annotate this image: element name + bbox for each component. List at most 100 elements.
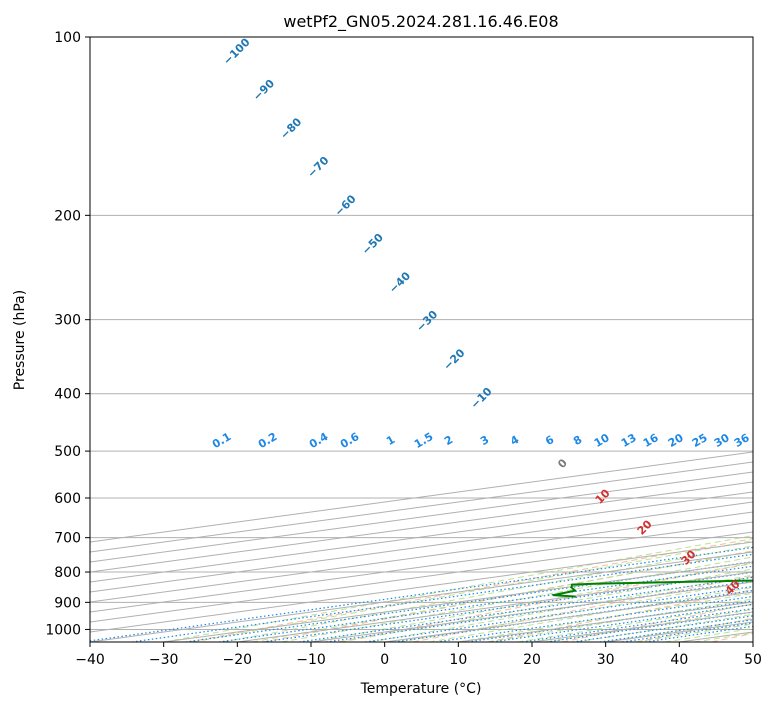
mixing-ratio-label: 36 [732,431,752,450]
mixing-ratio-line [131,553,753,642]
isotherm-label: −30 [414,308,441,335]
dry-adiabat [487,589,753,642]
dry-adiabat [562,603,753,642]
y-tick-label: 700 [54,531,81,547]
y-tick-label: 500 [54,444,81,460]
mixing-ratio-label: 0.6 [338,430,362,451]
moist-adiabat [428,586,753,642]
moist-adiabat [310,562,753,642]
isotherm-label: −90 [251,77,278,104]
moist-adiabat [340,568,753,642]
mixing-ratio-line [522,608,753,642]
moist-adiabat [694,632,753,642]
isotherm-label: −50 [359,231,386,258]
mixing-ratio-label: 30 [712,431,732,450]
isotherm-label: −40 [387,269,414,296]
isotherm-label: −100 [221,35,253,67]
x-tick-label: −10 [296,652,326,668]
mixing-ratio-label: 8 [571,433,584,448]
plot-frame [89,36,754,643]
y-tick-label: 400 [54,387,81,403]
y-tick-label: 100 [54,30,81,46]
x-tick-label: 10 [449,652,467,668]
isotherm-line [90,491,753,583]
isotherm-line [90,481,753,573]
mixing-ratio-line [90,546,753,642]
y-tick-label: 600 [54,491,81,507]
isotherm-label: −20 [441,346,468,373]
isotherm-line [310,581,753,642]
isotherm-line [90,551,753,642]
x-tick-label: 40 [670,652,688,668]
isotherm-line [90,471,753,563]
mixing-ratio-label: 0.1 [210,430,233,451]
isotherm-line [90,511,753,603]
y-axis-label: Pressure (hPa) [12,290,28,390]
mixing-ratio-label: 13 [619,431,639,450]
dry-adiabat [188,538,753,642]
moist-adiabat [281,556,753,642]
mixing-ratio-label: 6 [543,433,556,448]
moist-adiabat [193,540,753,642]
y-tick-label: 200 [54,208,81,224]
dry-adiabat [263,550,753,642]
y-tick-label: 800 [54,565,81,581]
x-tick-label: −30 [149,652,179,668]
x-tick-label: −40 [75,652,105,668]
mixing-ratio-label: 20 [666,431,686,450]
y-tick-label: 1000 [45,622,81,638]
isotherm-label: −70 [305,154,332,181]
isotherm-line [90,501,753,593]
pressure-gridlines [90,37,753,630]
moist-adiabat [546,608,753,642]
moist-adiabat [517,603,753,642]
x-tick-label: 0 [380,652,389,668]
x-tick-label: 50 [744,652,762,668]
x-tick-label: 30 [597,652,615,668]
mixing-ratio-label: 3 [478,433,491,448]
dry-adiabat [636,617,753,642]
mixing-ratio-line [645,625,753,642]
moist-adiabat-label: 0 [555,456,570,471]
x-tick-label: 20 [523,652,541,668]
dry-adiabat [412,575,753,642]
isotherm-line [90,521,753,613]
moist-adiabat [576,613,753,642]
isotherm-line [90,541,753,633]
mixing-ratio-label: 25 [690,431,710,450]
dry-adiabat [338,562,753,642]
mixing-ratio-label: 2 [442,433,455,448]
isotherm-line [752,641,753,642]
isotherm-line [90,461,753,553]
dewpoint-series-line [552,579,753,598]
mixing-ratio-line [492,603,753,642]
isotherm-line [531,611,753,642]
skewed-isotherms [90,451,753,642]
y-tick-label: 300 [54,313,81,329]
mixing-ratio-label: 10 [592,431,612,450]
y-axis-ticks: 100 200 300 400 500 600 700 800 900 1000 [45,30,90,638]
x-tick-label: −20 [223,652,253,668]
moist-adiabat [369,574,753,642]
isotherm-label: −10 [468,385,495,412]
mixing-ratio-label: 1.5 [412,430,435,451]
mixing-ratio-label: 4 [508,433,521,448]
chart-title: wetPf2_GN05.2024.281.16.46.E08 [283,12,558,32]
y-tick-label: 900 [54,595,81,611]
mixing-ratio-line [436,595,753,642]
moist-adiabats [163,535,753,642]
moist-adiabat [399,580,753,642]
moist-adiabat [222,545,753,642]
plot-area: −100−90−80−70−60−50−40−30−20−100.1 0.2 0.4… [90,35,753,642]
dry-adiabat [711,632,753,642]
mixing-ratio-label: 1 [384,433,397,448]
x-axis-ticks: −40 −30 −20 −10 0 10 20 30 40 50 [75,642,762,668]
mixing-ratio-label: 0.4 [307,430,331,451]
mixing-ratio-label: 16 [641,431,661,450]
isotherm-line [384,591,753,642]
isotherm-line [90,531,753,623]
moist-adiabat-label: 20 [635,517,655,537]
isotherm-line [90,451,753,543]
moist-adiabat [487,598,753,642]
